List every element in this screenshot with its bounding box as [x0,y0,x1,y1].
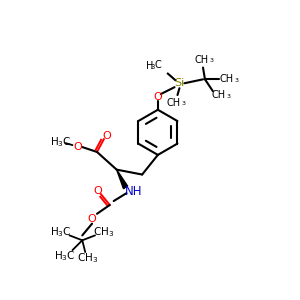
Polygon shape [117,169,128,189]
Text: H$_3$C: H$_3$C [54,249,75,263]
Text: CH: CH [195,55,209,65]
Text: H$_3$C: H$_3$C [50,226,71,239]
Text: H: H [146,61,154,70]
Text: $_3$: $_3$ [226,92,231,100]
Text: O: O [88,214,97,224]
Text: O: O [154,92,162,102]
Text: CH$_3$: CH$_3$ [93,226,115,239]
Text: O: O [102,131,111,141]
Text: $_3$: $_3$ [234,76,239,85]
Text: CH$_3$: CH$_3$ [76,251,98,265]
Text: O: O [73,142,82,152]
Text: $_3$C: $_3$C [150,59,164,73]
Text: CH: CH [167,98,181,108]
Text: O: O [94,186,102,196]
Text: CH: CH [212,90,226,100]
Text: $_3$: $_3$ [181,99,186,108]
Text: H$_3$C: H$_3$C [50,135,71,149]
Text: $_3$: $_3$ [209,56,214,65]
Text: NH: NH [124,185,142,198]
Text: CH: CH [220,74,234,84]
Text: Si: Si [174,78,184,88]
